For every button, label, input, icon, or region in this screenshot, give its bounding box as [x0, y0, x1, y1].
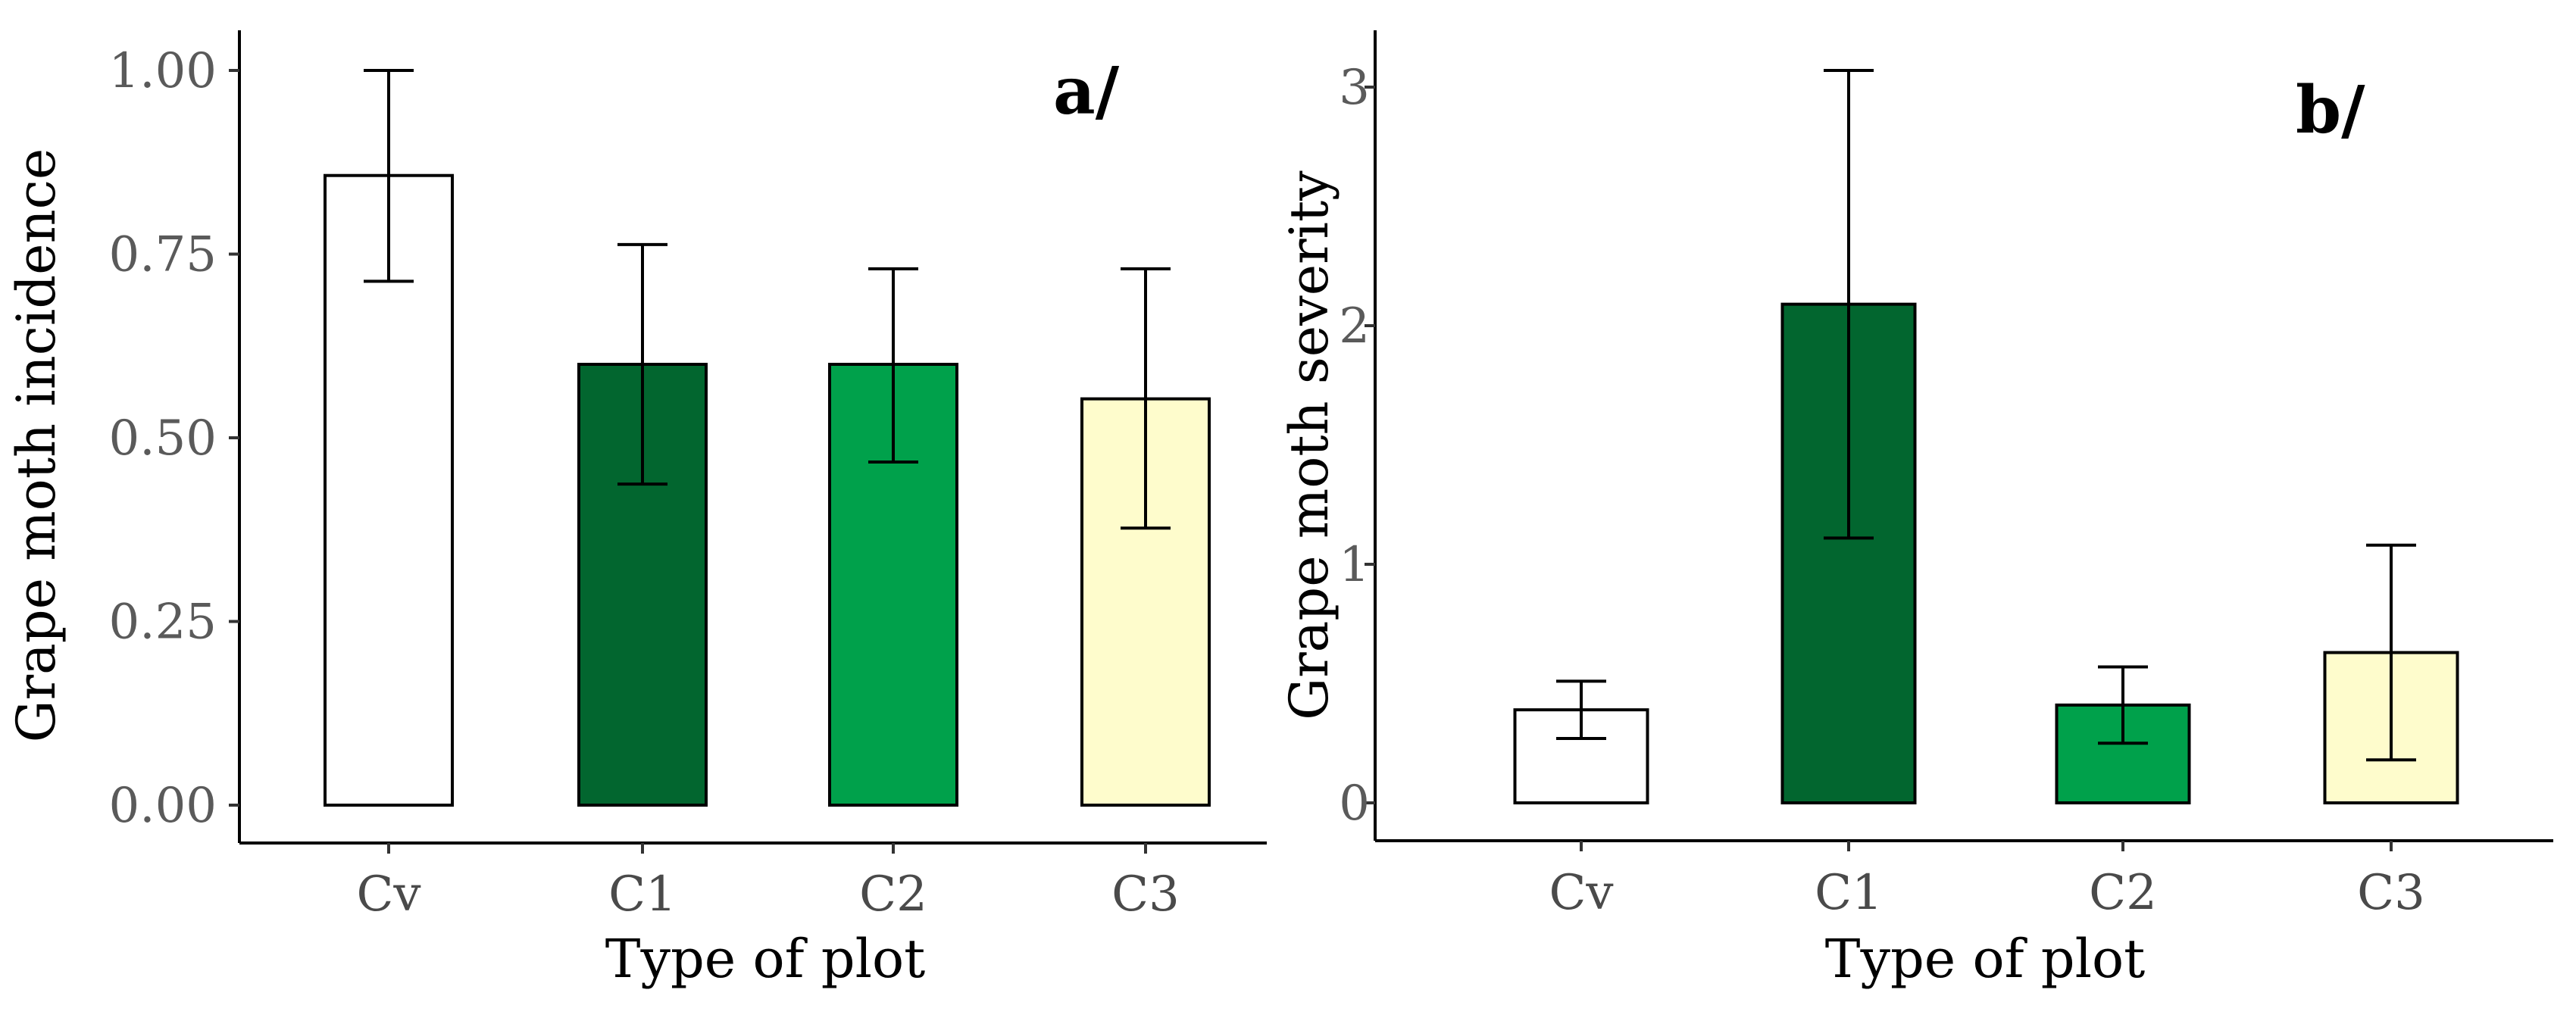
y-tick-label: 3 — [1339, 60, 1370, 116]
y-tick-label: 0.50 — [109, 411, 217, 467]
x-tick-label: C2 — [859, 866, 927, 923]
y-axis-title: Grape moth severity — [1278, 170, 1340, 720]
y-tick-label: 1.00 — [109, 43, 217, 99]
x-tick-label: C3 — [1111, 866, 1180, 923]
x-axis-title: Type of plot — [1825, 928, 2146, 990]
y-tick-label: 1 — [1339, 537, 1370, 593]
panel-label: a/ — [1053, 53, 1120, 130]
x-tick-label: C2 — [2089, 865, 2157, 921]
panel-b-severity-chart: 0 1 2 3 Cv C1 C2 C3 Type of plot Grape moth sever… — [1278, 30, 2553, 990]
y-axis-title: Grape moth incidence — [5, 148, 67, 743]
panel-label: b/ — [2296, 72, 2365, 148]
y-tick-label: 0.75 — [109, 227, 217, 283]
x-tick-label: C1 — [1815, 865, 1883, 921]
y-tick-label: 0 — [1339, 776, 1370, 832]
x-tick-label: Cv — [356, 866, 420, 923]
x-tick-label: C1 — [608, 866, 677, 923]
panel-a-incidence-chart: 0.00 0.25 0.50 0.75 1.00 Cv C1 C2 C3 Type of plot… — [5, 30, 1267, 990]
x-tick-label: C3 — [2357, 865, 2425, 921]
x-tick-label: Cv — [1549, 865, 1613, 921]
y-tick-label: 0.25 — [109, 595, 217, 651]
y-tick-label: 2 — [1339, 298, 1370, 354]
figure: 0.00 0.25 0.50 0.75 1.00 Cv C1 C2 C3 Type of plot… — [0, 0, 2576, 1021]
y-tick-label: 0.00 — [109, 778, 217, 834]
x-axis-title: Type of plot — [605, 928, 926, 990]
